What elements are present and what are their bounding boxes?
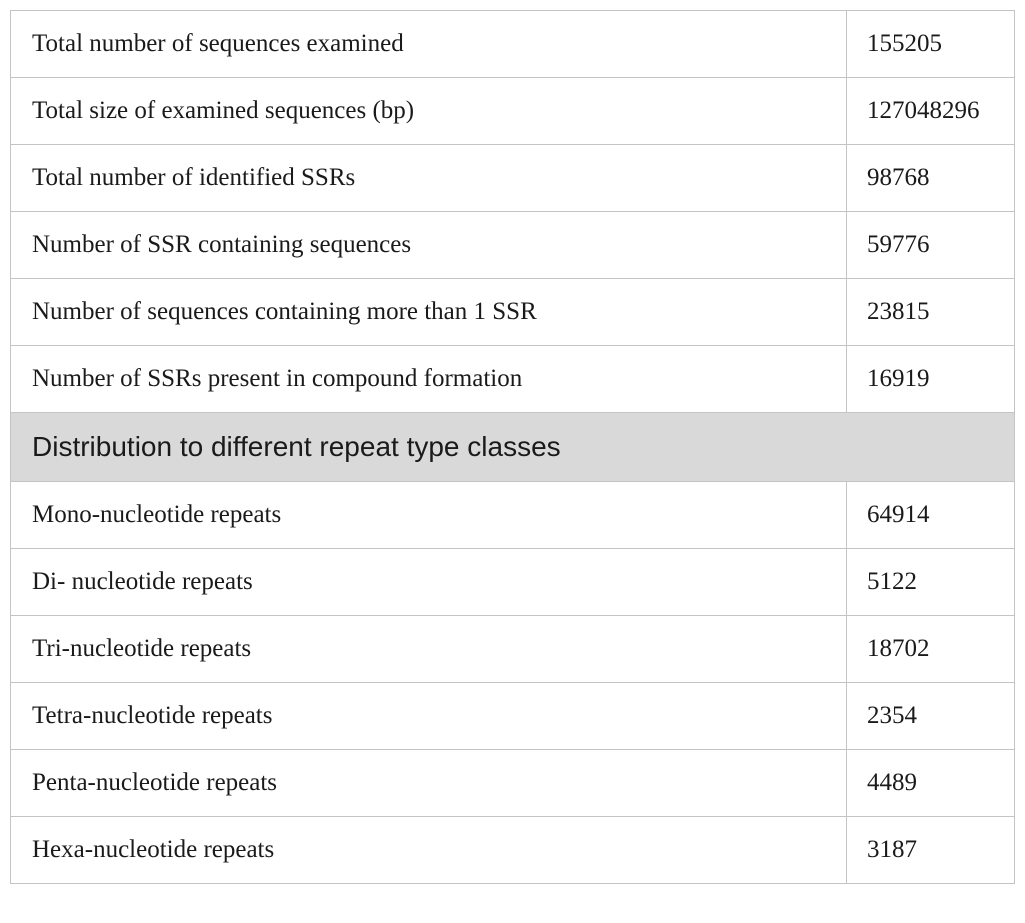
- ssr-statistics-table-container: Total number of sequences examined 15520…: [10, 10, 1015, 884]
- section-heading-row: Distribution to different repeat type cl…: [10, 412, 1015, 482]
- row-value: 59776: [846, 211, 1015, 279]
- table-row: Total number of identified SSRs 98768: [10, 144, 1015, 212]
- row-value: 155205: [846, 10, 1015, 78]
- table-row: Tri-nucleotide repeats 18702: [10, 615, 1015, 683]
- row-value: 16919: [846, 345, 1015, 413]
- table-row: Hexa-nucleotide repeats 3187: [10, 816, 1015, 884]
- row-label: Penta-nucleotide repeats: [10, 749, 847, 817]
- table-row: Penta-nucleotide repeats 4489: [10, 749, 1015, 817]
- table-row: Total number of sequences examined 15520…: [10, 10, 1015, 78]
- ssr-statistics-table: Total number of sequences examined 15520…: [10, 10, 1015, 884]
- row-value: 64914: [846, 481, 1015, 549]
- row-label: Tetra-nucleotide repeats: [10, 682, 847, 750]
- table-row: Tetra-nucleotide repeats 2354: [10, 682, 1015, 750]
- table-row: Number of SSR containing sequences 59776: [10, 211, 1015, 279]
- row-value: 2354: [846, 682, 1015, 750]
- row-label: Number of sequences containing more than…: [10, 278, 847, 346]
- row-value: 23815: [846, 278, 1015, 346]
- row-value: 3187: [846, 816, 1015, 884]
- row-label: Total number of sequences examined: [10, 10, 847, 78]
- section-heading: Distribution to different repeat type cl…: [10, 412, 1015, 482]
- row-label: Hexa-nucleotide repeats: [10, 816, 847, 884]
- row-label: Total number of identified SSRs: [10, 144, 847, 212]
- row-value: 5122: [846, 548, 1015, 616]
- table-row: Mono-nucleotide repeats 64914: [10, 481, 1015, 549]
- row-label: Tri-nucleotide repeats: [10, 615, 847, 683]
- row-label: Di- nucleotide repeats: [10, 548, 847, 616]
- row-label: Number of SSRs present in compound forma…: [10, 345, 847, 413]
- row-label: Number of SSR containing sequences: [10, 211, 847, 279]
- table-row: Total size of examined sequences (bp) 12…: [10, 77, 1015, 145]
- table-row: Number of sequences containing more than…: [10, 278, 1015, 346]
- table-row: Number of SSRs present in compound forma…: [10, 345, 1015, 413]
- row-value: 127048296: [846, 77, 1015, 145]
- row-value: 4489: [846, 749, 1015, 817]
- row-label: Mono-nucleotide repeats: [10, 481, 847, 549]
- row-value: 18702: [846, 615, 1015, 683]
- row-label: Total size of examined sequences (bp): [10, 77, 847, 145]
- row-value: 98768: [846, 144, 1015, 212]
- table-row: Di- nucleotide repeats 5122: [10, 548, 1015, 616]
